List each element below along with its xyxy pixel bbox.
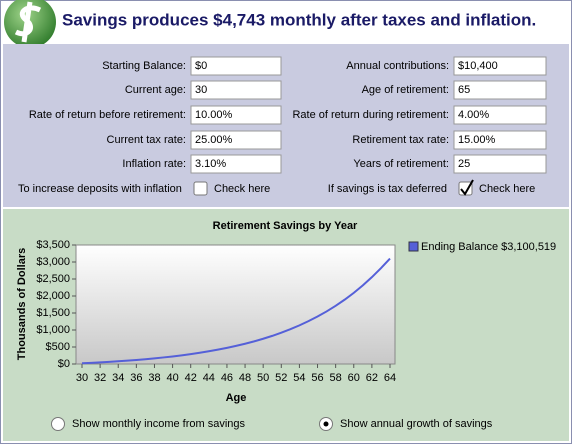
x-tick-label: 62 [366,372,378,384]
legend-swatch [408,241,419,252]
input-box[interactable] [453,130,547,150]
field-label: Starting Balance: [102,60,186,72]
plot-area [75,244,396,365]
y-tick-label: $500 [46,341,70,353]
input-box[interactable] [190,56,282,76]
chart-title: Retirement Savings by Year [213,220,358,232]
x-tick-label: 56 [311,372,323,384]
x-tick-label: 44 [203,372,215,384]
x-tick-label: 58 [330,372,342,384]
x-tick-label: 60 [348,372,360,384]
input-box[interactable] [453,154,547,174]
radio-label[interactable]: Show monthly income from savings [72,418,246,430]
x-tick-label: 40 [166,372,178,384]
y-tick-label: $1,500 [36,307,70,319]
x-tick-label: 48 [239,372,251,384]
input-value[interactable]: $10,400 [458,60,498,72]
input-box[interactable] [190,130,282,150]
title: Savings produces $4,743 monthly after ta… [62,10,536,29]
option-label: If savings is tax deferred [328,183,447,195]
option-label: To increase deposits with inflation [18,183,182,195]
y-tick-label: $0 [58,358,70,370]
radio-dot [323,421,329,427]
field-label: Retirement tax rate: [352,134,449,146]
input-value[interactable]: 15.00% [458,134,496,146]
y-tick-label: $1,000 [36,324,70,336]
x-tick-label: 54 [293,372,305,384]
input-value[interactable]: 10.00% [195,109,233,121]
checkbox-label[interactable]: Check here [479,183,535,195]
line [81,257,391,365]
check-mark [460,179,474,196]
field-label: Rate of return during retirement: [292,109,449,121]
field-label: Current age: [125,84,186,96]
x-axis-label: Age [226,392,247,404]
input-value[interactable]: 65 [458,84,470,96]
input-box[interactable] [453,80,547,100]
input-box[interactable] [190,80,282,100]
radio-label[interactable]: Show annual growth of savings [340,418,493,430]
input-box[interactable] [190,154,282,174]
x-tick-label: 52 [275,372,287,384]
field-label: Years of retirement: [353,158,449,170]
field-label: Age of retirement: [362,84,449,96]
x-tick-label: 46 [221,372,233,384]
x-tick-label: 64 [384,372,396,384]
checkbox-label[interactable]: Check here [214,183,270,195]
input-box[interactable] [190,105,282,125]
input-box[interactable] [453,105,547,125]
x-tick-label: 50 [257,372,269,384]
x-tick-label: 30 [76,372,88,384]
field-label: Current tax rate: [107,134,186,146]
x-tick-label: 36 [130,372,142,384]
x-tick-label: 42 [185,372,197,384]
y-axis-label: Thousands of Dollars [16,248,28,360]
input-value[interactable]: 25 [458,158,470,170]
input-value[interactable]: 3.10% [195,158,226,170]
legend-label: Ending Balance $3,100,519 [421,241,556,253]
y-tick-label: $2,500 [36,273,70,285]
x-tick-label: 34 [112,372,124,384]
input-value[interactable]: 25.00% [195,134,233,146]
input-value[interactable]: 4.00% [458,109,489,121]
x-tick-label: 32 [94,372,106,384]
input-value[interactable]: $0 [195,60,207,72]
y-tick-label: $3,000 [36,256,70,268]
input-box[interactable] [453,56,547,76]
y-tick-label: $2,000 [36,290,70,302]
radio[interactable] [51,417,65,431]
field-label: Annual contributions: [346,60,449,72]
input-value[interactable]: 30 [195,84,207,96]
y-tick-label: $3,500 [36,239,70,251]
x-tick-label: 38 [148,372,160,384]
logo-symbol [14,1,42,43]
checkbox[interactable] [193,181,208,196]
field-label: Inflation rate: [122,158,186,170]
field-label: Rate of return before retirement: [29,109,186,121]
